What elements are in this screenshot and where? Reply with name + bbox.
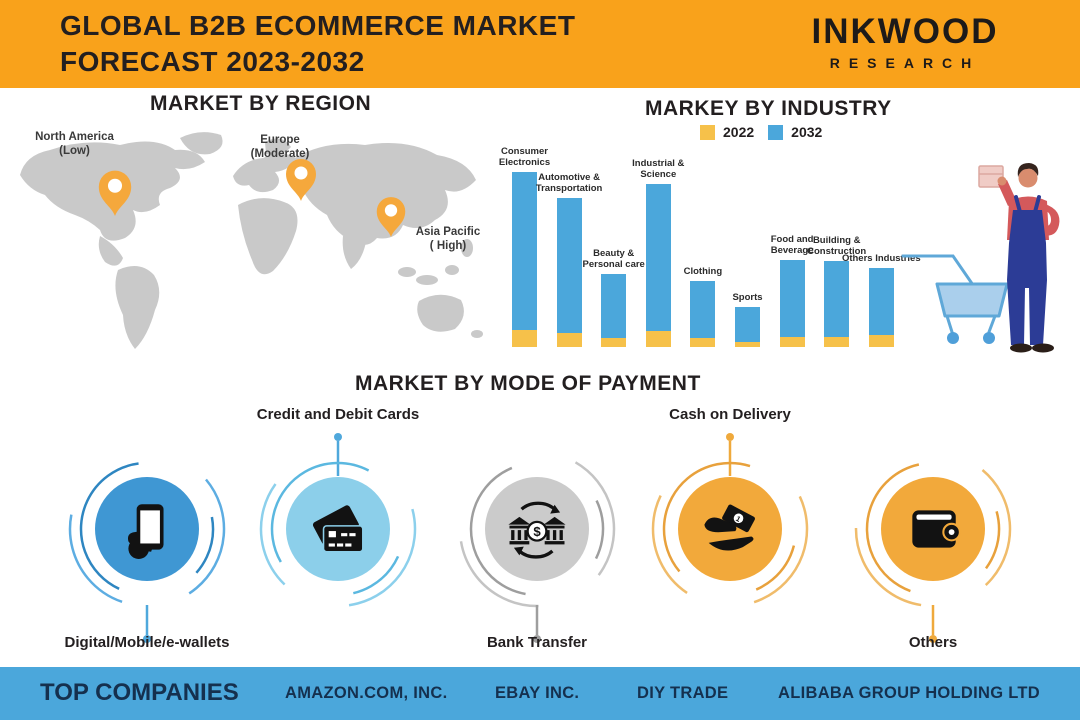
bar-segment-2022 bbox=[556, 333, 582, 347]
payment-method-bank-transfer: $ Bank Transfer bbox=[437, 400, 637, 662]
legend-swatch-2022 bbox=[700, 124, 715, 140]
region-level: ( High) bbox=[429, 239, 467, 252]
bar-segment-2032 bbox=[735, 306, 760, 342]
bar-segment-2032 bbox=[556, 198, 582, 333]
industry-bar-label: Clothing bbox=[683, 265, 723, 277]
header: GLOBAL B2B ECOMMERCE MARKET FORECAST 202… bbox=[0, 0, 1080, 88]
shopping-cart-icon bbox=[901, 254, 1009, 344]
bar-segment-2022 bbox=[868, 334, 894, 347]
bar-segment-2022 bbox=[779, 336, 805, 347]
bar-segment-2032 bbox=[645, 184, 671, 332]
page-title-line1: GLOBAL B2B ECOMMERCE MARKET bbox=[60, 10, 576, 41]
bar-segment-2022 bbox=[735, 341, 760, 347]
shopper-cart-illustration bbox=[901, 163, 1060, 353]
inkwood-logo: INKWOOD RESEARCH bbox=[795, 12, 1015, 71]
delivery-person-illustration bbox=[978, 163, 1060, 353]
page-title: GLOBAL B2B ECOMMERCE MARKET FORECAST 202… bbox=[60, 8, 575, 80]
svg-text:$: $ bbox=[533, 524, 541, 539]
payment-label: Cash on Delivery bbox=[669, 406, 791, 423]
region-level: (Moderate) bbox=[250, 147, 310, 160]
industry-bar-label: Automotive & Transportation bbox=[535, 172, 603, 195]
region-level: (Low) bbox=[59, 144, 90, 157]
bar-segment-2032 bbox=[868, 268, 894, 335]
payment-circle bbox=[881, 477, 985, 581]
bar-segment-2032 bbox=[512, 172, 537, 330]
radiating-arcs bbox=[259, 450, 417, 608]
bar-segment-2022 bbox=[601, 338, 627, 347]
payment-circle: 1 bbox=[678, 477, 782, 581]
bar-segment-2032 bbox=[690, 280, 716, 339]
legend-label-2022: 2022 bbox=[723, 124, 755, 140]
payment-label: Others bbox=[908, 634, 958, 651]
industry-bar-label: Building & Construction bbox=[807, 235, 867, 258]
legend-label-2032: 2032 bbox=[791, 124, 823, 140]
wallet-icon bbox=[912, 510, 961, 548]
bar-segment-2032 bbox=[824, 261, 850, 337]
page-title-line2: FORECAST 2023-2032 bbox=[60, 46, 365, 77]
location-pin-europe bbox=[286, 159, 316, 201]
map-continents bbox=[20, 132, 483, 349]
payment-label: Digital/Mobile/e-wallets bbox=[64, 634, 230, 651]
industry-bar-label: Sports bbox=[732, 291, 763, 303]
payment-method-cash-on-delivery: Cash on Delivery 1 bbox=[630, 400, 830, 662]
payment-method-digital-wallets: Digital/Mobile/e-wallets bbox=[47, 400, 247, 662]
location-pin-north-america bbox=[98, 170, 132, 216]
bar-segment-2032 bbox=[601, 273, 627, 339]
company-amazon: AMAZON.COM, INC. bbox=[285, 684, 448, 702]
mobile-wallet-icon bbox=[127, 504, 164, 559]
connector-stem bbox=[929, 605, 937, 643]
industry-bar-chart: Consumer Electronics Automotive & Transpo… bbox=[470, 140, 950, 347]
radiating-arcs bbox=[68, 450, 226, 608]
bank-transfer-icon: $ bbox=[508, 501, 566, 559]
region-label-north-america: North America (Low) bbox=[22, 131, 127, 158]
payment-circle: $ bbox=[485, 477, 589, 581]
payment-circle bbox=[95, 477, 199, 581]
company-diytrade: DIY TRADE bbox=[637, 684, 729, 702]
industry-bar-label: Industrial & Science bbox=[632, 158, 685, 181]
bar-segment-2022 bbox=[645, 331, 671, 347]
industry-bar-label: Food and Beverage bbox=[770, 233, 814, 256]
region-label-asia-pacific: Asia Pacific ( High) bbox=[398, 226, 498, 253]
legend-swatch-2032 bbox=[768, 124, 784, 140]
industry-section-heading: MARKEY BY INDUSTRY bbox=[645, 97, 892, 120]
payment-label: Credit and Debit Cards bbox=[256, 406, 420, 423]
payment-method-credit-cards: Credit and Debit Cards bbox=[238, 400, 438, 662]
region-label-europe: Europe (Moderate) bbox=[230, 134, 330, 161]
connector-stem bbox=[334, 433, 342, 476]
region-name: Asia Pacific bbox=[415, 226, 481, 238]
logo-subtitle: RESEARCH bbox=[829, 55, 981, 71]
region-section-heading: MARKET BY REGION bbox=[150, 92, 372, 115]
radiating-arcs bbox=[651, 450, 809, 608]
payment-circle bbox=[286, 477, 390, 581]
radiating-arcs bbox=[458, 450, 616, 608]
svg-text:1: 1 bbox=[734, 514, 742, 524]
logo-name: INKWOOD bbox=[811, 12, 999, 51]
bar-segment-2022 bbox=[824, 336, 850, 347]
connector-stem bbox=[533, 605, 541, 643]
cash-hand-icon: 1 bbox=[704, 504, 755, 551]
industry-bar-label: Others Industries bbox=[841, 253, 921, 265]
connector-stem bbox=[726, 433, 734, 476]
world-map bbox=[20, 132, 483, 349]
chart-legend: 2022 2032 bbox=[700, 124, 822, 140]
industry-bar-label: Beauty & Personal care bbox=[582, 247, 645, 270]
footer-heading: TOP COMPANIES bbox=[40, 679, 239, 706]
bar-segment-2022 bbox=[690, 338, 716, 347]
connector-stem bbox=[143, 605, 151, 643]
location-pin-asia-pacific bbox=[376, 197, 406, 237]
region-name: North America bbox=[35, 131, 114, 143]
company-ebay: EBAY INC. bbox=[495, 684, 580, 702]
bar-segment-2022 bbox=[512, 329, 537, 347]
bar-segment-2032 bbox=[779, 259, 805, 337]
payment-method-others: Others bbox=[833, 400, 1033, 662]
top-companies-bar: TOP COMPANIES AMAZON.COM, INC. EBAY INC.… bbox=[0, 667, 1080, 720]
payment-section-heading: MARKET BY MODE OF PAYMENT bbox=[355, 372, 701, 395]
credit-card-icon bbox=[312, 505, 364, 553]
company-alibaba: ALIBABA GROUP HOLDING LTD bbox=[778, 684, 1041, 702]
region-name: Europe bbox=[260, 134, 300, 146]
payment-label: Bank Transfer bbox=[486, 634, 588, 651]
industry-bar-label: Consumer Electronics bbox=[498, 146, 551, 168]
radiating-arcs bbox=[854, 450, 1012, 608]
